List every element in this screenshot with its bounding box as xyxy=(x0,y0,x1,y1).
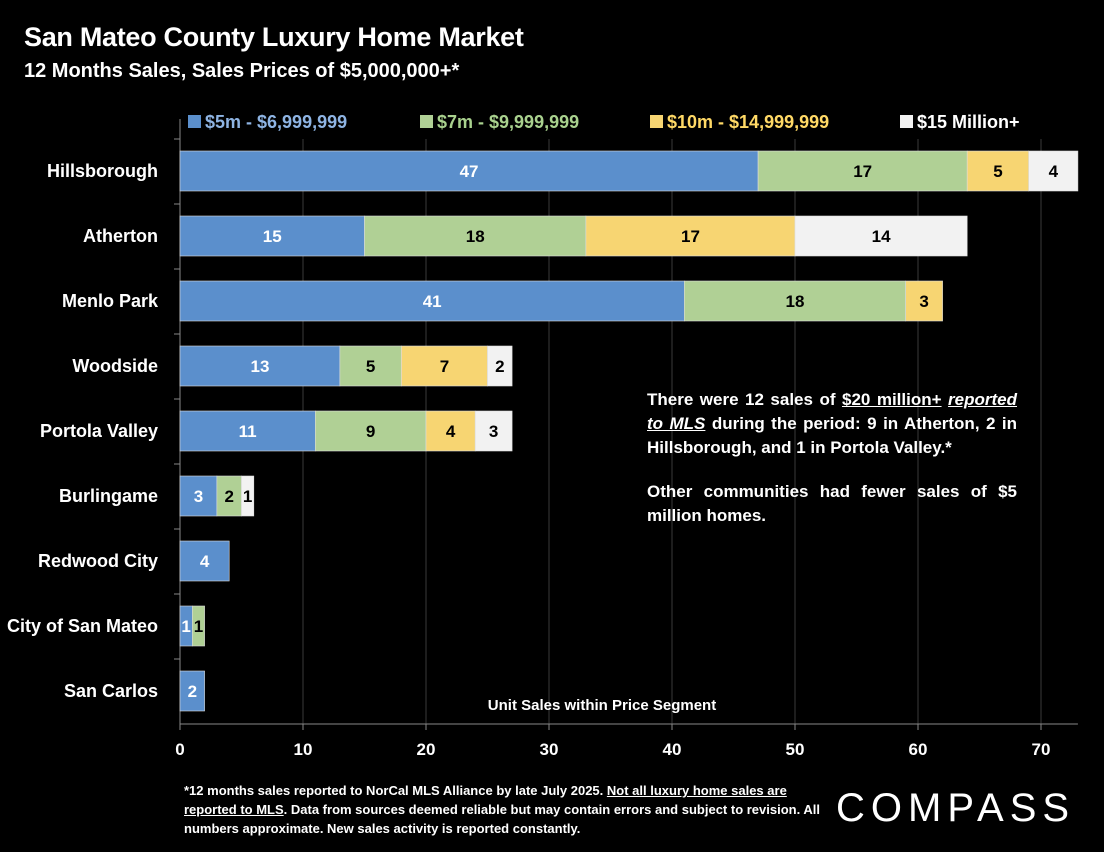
bar-segment xyxy=(683,280,906,322)
chart-subtitle: 12 Months Sales, Sales Prices of $5,000,… xyxy=(24,60,460,82)
data-label: 4 xyxy=(200,552,210,571)
category-label: Hillsborough xyxy=(47,161,158,181)
x-tick-label: 40 xyxy=(663,740,682,759)
x-tick-label: 60 xyxy=(909,740,928,759)
bar-segment xyxy=(487,345,513,387)
note-paragraph-2: Other communities had fewer sales of $5 … xyxy=(647,482,1017,525)
category-label: City of San Mateo xyxy=(7,616,158,636)
data-label: 2 xyxy=(188,682,197,701)
note-italic: reported to MLS xyxy=(647,390,1018,433)
data-label: 18 xyxy=(466,227,485,246)
bar-segment xyxy=(757,150,968,192)
category-label: Burlingame xyxy=(59,486,158,506)
data-label: 1 xyxy=(243,487,252,506)
x-tick-label: 20 xyxy=(417,740,436,759)
data-label: 1 xyxy=(194,617,203,636)
bar-segment xyxy=(794,215,968,257)
bar-segment xyxy=(179,345,341,387)
footnote-text-2: . Data from sources deemed reliable but … xyxy=(184,802,820,836)
bar-segment xyxy=(966,150,1030,192)
legend-swatch xyxy=(420,115,433,128)
x-tick-label: 30 xyxy=(540,740,559,759)
bar-segment xyxy=(179,215,365,257)
x-tick-label: 10 xyxy=(294,740,313,759)
note-text: There were 12 sales of xyxy=(647,390,842,409)
footnote-underlined: Not all luxury home sales are reported t… xyxy=(184,783,787,817)
data-label: 9 xyxy=(366,422,375,441)
data-label: 5 xyxy=(366,357,375,376)
data-label: 11 xyxy=(239,422,257,441)
category-label: Menlo Park xyxy=(62,291,159,311)
category-label: Portola Valley xyxy=(40,421,158,441)
note-text-2: during the period: 9 in Atherton, 2 in H… xyxy=(647,414,1018,457)
compass-logo: COMPASS xyxy=(836,786,1076,830)
bar-segment xyxy=(339,345,402,387)
data-label: 3 xyxy=(919,292,928,311)
footnote-text: *12 months sales reported to NorCal MLS … xyxy=(184,783,607,798)
legend-label: $7m - $9,999,999 xyxy=(437,112,579,132)
data-label: 4 xyxy=(1049,162,1059,181)
data-label: 17 xyxy=(681,227,700,246)
legend-label: $10m - $14,999,999 xyxy=(667,112,829,132)
bar-segment xyxy=(1028,150,1079,192)
x-tick-label: 0 xyxy=(175,740,184,759)
bar-segment xyxy=(905,280,943,322)
bar-segment xyxy=(585,215,796,257)
legend-swatch xyxy=(650,115,663,128)
data-label: 15 xyxy=(263,227,282,246)
data-label: 1 xyxy=(181,617,190,636)
x-tick-label: 50 xyxy=(786,740,805,759)
bar-segment xyxy=(179,670,205,712)
category-label: San Carlos xyxy=(64,681,158,701)
legend-swatch xyxy=(900,115,913,128)
note-underlined: $20 million+ xyxy=(841,390,942,409)
x-axis-title: Unit Sales within Price Segment xyxy=(488,697,716,714)
bar-segment xyxy=(179,150,759,192)
bar-segment xyxy=(364,215,587,257)
bar-segment xyxy=(179,280,685,322)
legend-label: $5m - $6,999,999 xyxy=(205,112,347,132)
data-label: 17 xyxy=(853,162,872,181)
data-label: 14 xyxy=(872,227,891,246)
legend-swatch xyxy=(188,115,201,128)
bar-segment xyxy=(179,475,218,517)
bar-segment xyxy=(241,475,255,517)
data-label: 47 xyxy=(460,162,479,181)
footnote: *12 months sales reported to NorCal MLS … xyxy=(184,781,824,838)
data-label: 5 xyxy=(993,162,1002,181)
data-label: 2 xyxy=(224,487,233,506)
data-label: 41 xyxy=(423,292,442,311)
data-label: 3 xyxy=(489,422,498,441)
bar-segment xyxy=(401,345,488,387)
data-label: 18 xyxy=(786,292,805,311)
legend-label: $15 Million+ xyxy=(917,112,1020,132)
category-label: Atherton xyxy=(83,226,158,246)
x-tick-label: 70 xyxy=(1032,740,1051,759)
category-label: Redwood City xyxy=(38,551,158,571)
chart-title: San Mateo County Luxury Home Market xyxy=(24,22,524,52)
data-label: 13 xyxy=(250,357,269,376)
bar-segment xyxy=(474,410,513,452)
bar-segment xyxy=(425,410,476,452)
annotation-box: There were 12 sales of $20 million+ repo… xyxy=(647,388,1017,548)
data-label: 3 xyxy=(194,487,203,506)
bar-segment xyxy=(179,540,230,582)
data-label: 4 xyxy=(446,422,456,441)
data-label: 7 xyxy=(440,357,449,376)
bar-segment xyxy=(192,605,205,647)
data-label: 2 xyxy=(495,357,504,376)
category-label: Woodside xyxy=(72,356,158,376)
